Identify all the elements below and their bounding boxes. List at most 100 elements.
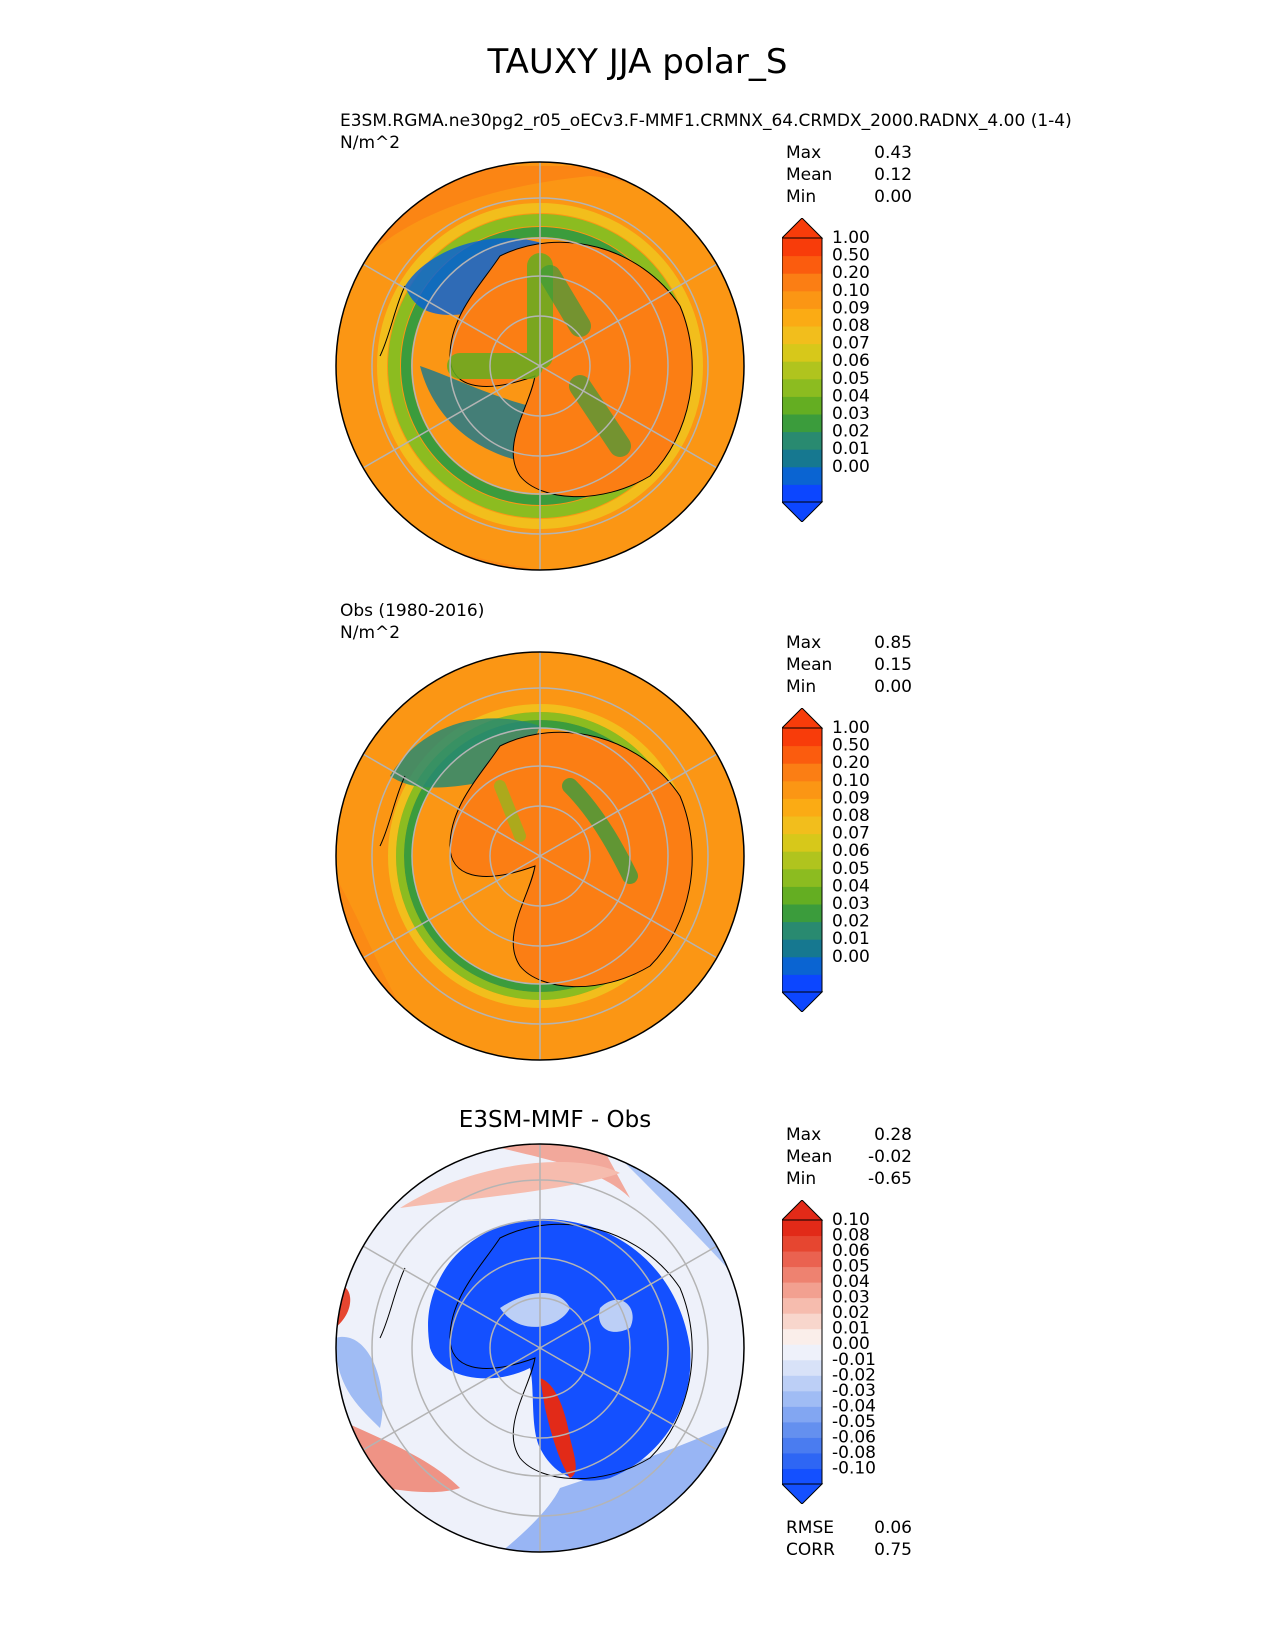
colorbar-tick-label: 0.05 (832, 859, 870, 879)
colorbar-tick-label: -0.03 (832, 1381, 876, 1401)
colorbar-segment (782, 1452, 822, 1469)
colorbar-tick-label: 0.20 (832, 753, 870, 773)
colorbar-tick-label: 0.03 (832, 1288, 870, 1308)
stat-mean: Mean 0.12 (786, 165, 912, 185)
colorbar-segment (782, 1313, 822, 1330)
colorbar-tick-label: 0.03 (832, 404, 870, 424)
near-zero-patch (599, 1299, 633, 1332)
colorbar-segment (782, 956, 822, 975)
colorbar-tick-label: 0.02 (832, 1303, 870, 1323)
colorbar-tick-label: 0.09 (832, 298, 870, 318)
colorbar-segment (782, 886, 822, 905)
colorbar-segment (782, 273, 822, 292)
colorbar-segment (782, 308, 822, 327)
colorbar-tick-label: 0.04 (832, 386, 870, 406)
colorbar-tick-label: -0.02 (832, 1365, 876, 1385)
colorbar-tick-label: 0.00 (832, 947, 870, 967)
colorbar-tick-label: 0.06 (832, 1241, 870, 1261)
colorbar-tick-label: 0.01 (832, 929, 870, 949)
colorbar-segment (782, 361, 822, 380)
stat-min: Min 0.00 (786, 187, 912, 207)
colorbar-segment (782, 1251, 822, 1268)
coastline (379, 285, 406, 357)
stat-max: Max 0.28 (786, 1125, 912, 1145)
colorbar-segment (782, 1282, 822, 1299)
colorbar-segment (782, 974, 822, 993)
colorbar-segment (782, 1297, 822, 1314)
metric-corr: CORR 0.75 (786, 1540, 912, 1560)
colorbar-segment (782, 255, 822, 274)
colorbar-segment (782, 1421, 822, 1438)
colorbar-tick-label: 0.50 (832, 246, 870, 266)
colorbar-segment (782, 1390, 822, 1407)
colorbar-tick-label: 0.07 (832, 824, 870, 844)
colorbar-segment (782, 431, 822, 450)
colorbar-segment (782, 414, 822, 433)
colorbar-tick-label: -0.08 (832, 1443, 876, 1463)
colorbar-segment (782, 833, 822, 852)
stat-max: Max 0.85 (786, 633, 912, 653)
polar-map-test (335, 161, 745, 571)
colorbar-segment (782, 904, 822, 923)
colorbar-tick-label: 0.06 (832, 841, 870, 861)
colorbar-tick-label: 0.05 (832, 369, 870, 389)
colorbar-segment (782, 1437, 822, 1454)
colorbar-segment (782, 728, 822, 747)
colorbar-segment (782, 484, 822, 503)
panel-test-stats: Max 0.43 Mean 0.12 Min 0.00 (786, 142, 912, 208)
colorbar-segment (782, 290, 822, 309)
colorbar-segment (782, 1235, 822, 1252)
colorbar-tick-label: 0.02 (832, 422, 870, 442)
colorbar-tick-label: 0.01 (832, 1319, 870, 1339)
colorbar-ref: 1.000.500.200.100.090.080.070.060.050.04… (782, 708, 870, 1012)
stat-mean: Mean -0.02 (786, 1147, 912, 1167)
colorbar-segment (782, 1328, 822, 1345)
metric-rmse: RMSE 0.06 (786, 1518, 912, 1538)
colorbar-segment (782, 396, 822, 415)
colorbar-tick-label: 0.08 (832, 1226, 870, 1246)
map-boundary (335, 161, 745, 571)
panel-test-units: N/m^2 (340, 133, 401, 153)
stat-min: Min -0.65 (786, 1169, 912, 1189)
colorbar-segment (782, 851, 822, 870)
colorbar-segment (782, 763, 822, 782)
colorbar-tick-label: 0.08 (832, 806, 870, 826)
colorbar-segment (782, 745, 822, 764)
panel-diff-title: E3SM-MMF - Obs (458, 1107, 652, 1133)
colorbar-extend-min (782, 991, 824, 1012)
colorbar-segment (782, 816, 822, 835)
colorbar-segment (782, 868, 822, 887)
stat-mean: Mean 0.15 (786, 655, 912, 675)
colorbar-segment (782, 326, 822, 345)
colorbar-segment (782, 921, 822, 940)
katabatic-channel (562, 778, 638, 884)
antarctica-plateau (450, 732, 693, 987)
antarctica-plateau (450, 242, 693, 497)
colorbar-tick-label: -0.01 (832, 1350, 876, 1370)
colorbar-segment (782, 939, 822, 958)
map-boundary (335, 651, 745, 1061)
colorbar-segment (782, 798, 822, 817)
colorbar-tick-label: 0.03 (832, 894, 870, 914)
colorbar-tick-label: 0.50 (832, 736, 870, 756)
graticule (362, 162, 718, 570)
colorbar-extend-min (782, 501, 824, 522)
colorbar-tick-label: 0.05 (832, 1257, 870, 1277)
colorbar-tick-label: 1.00 (832, 228, 870, 248)
colorbar-segment (782, 1375, 822, 1392)
low-stress-region (420, 366, 530, 461)
colorbar-segment (782, 1266, 822, 1283)
colorbar-tick-label: 0.07 (832, 334, 870, 354)
colorbar-tick-label: 1.00 (832, 718, 870, 738)
positive-bias-region (540, 1378, 576, 1478)
colorbar-tick-label: -0.06 (832, 1427, 876, 1447)
katabatic-channel (539, 265, 631, 457)
colorbar-segment (782, 378, 822, 397)
colorbar-segment (782, 1406, 822, 1423)
graticule (362, 652, 718, 1060)
colorbar-tick-label: 0.04 (832, 1272, 870, 1292)
map-boundary (335, 1143, 745, 1553)
positive-bias-region (480, 1144, 630, 1198)
colorbar-tick-label: 0.08 (832, 316, 870, 336)
panel-diff-stats: Max 0.28 Mean -0.02 Min -0.65 (786, 1124, 912, 1190)
